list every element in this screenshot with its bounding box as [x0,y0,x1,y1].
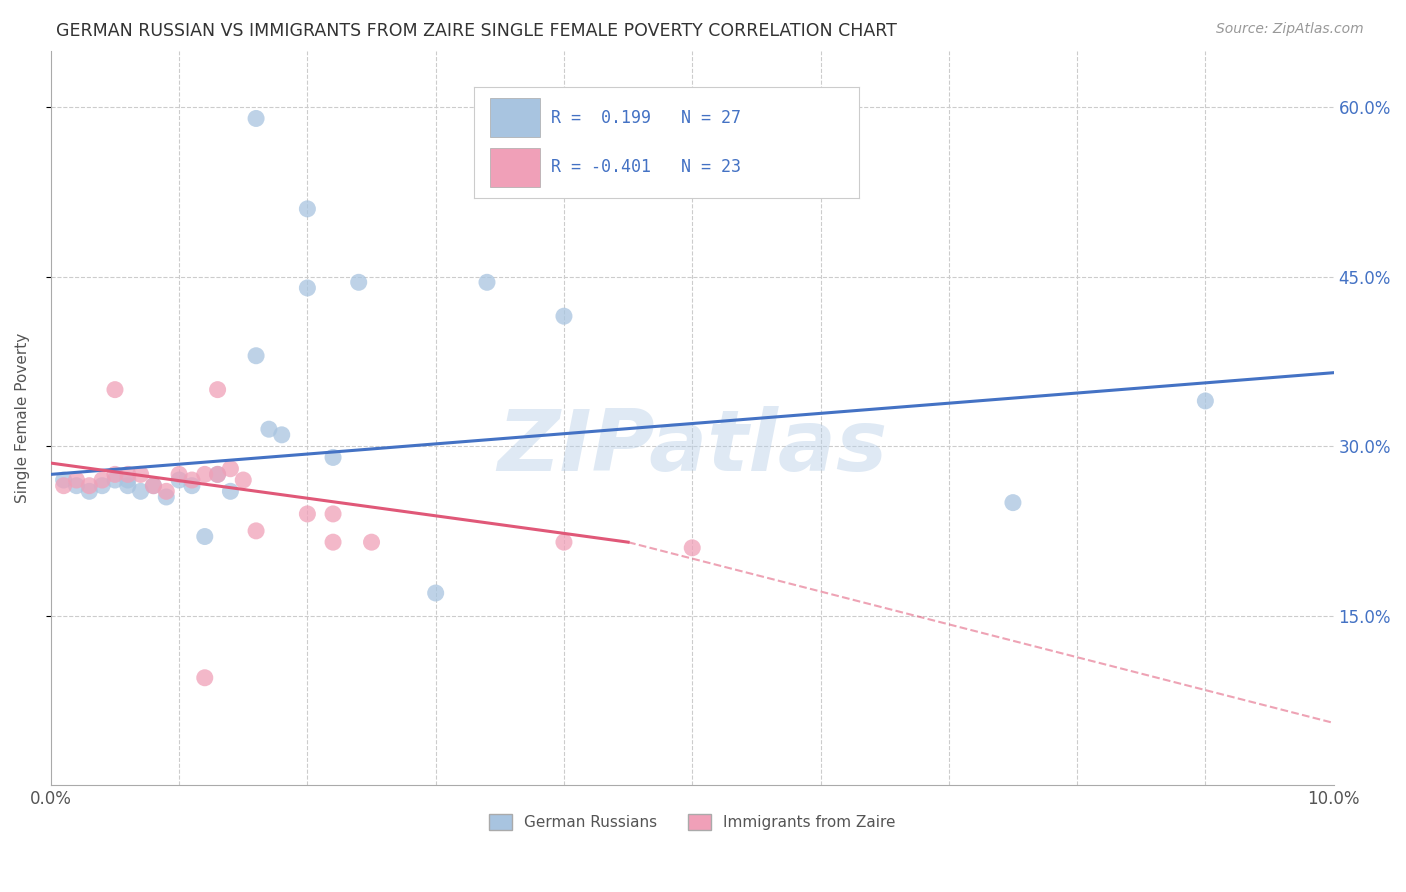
Point [257,422,280,436]
Point [104,383,127,397]
Point [219,461,242,475]
Point [270,427,292,442]
Point [155,484,177,499]
Point [194,529,217,543]
Point [207,467,229,482]
Text: Source: ZipAtlas.com: Source: ZipAtlas.com [1216,22,1364,37]
Point [553,535,575,549]
Point [104,467,127,482]
Point [207,467,229,482]
Point [681,541,703,555]
Point [425,586,447,600]
Point [167,467,190,482]
Point [79,478,101,492]
Point [245,112,267,126]
Point [194,467,217,482]
Point [1001,495,1024,509]
Point [65,478,87,492]
Point [219,484,242,499]
Point [117,478,139,492]
Point [142,478,165,492]
Point [91,478,114,492]
Point [347,275,370,289]
Point [65,473,87,487]
Point [155,490,177,504]
Point [475,275,498,289]
Point [245,524,267,538]
Point [232,473,254,487]
Legend: German Russians, Immigrants from Zaire: German Russians, Immigrants from Zaire [482,808,901,836]
Point [181,478,204,492]
Point [52,478,75,492]
Point [194,671,217,685]
Text: GERMAN RUSSIAN VS IMMIGRANTS FROM ZAIRE SINGLE FEMALE POVERTY CORRELATION CHART: GERMAN RUSSIAN VS IMMIGRANTS FROM ZAIRE … [56,22,897,40]
Point [322,450,344,465]
Point [181,473,204,487]
Point [142,478,165,492]
Text: ZIPatlas: ZIPatlas [498,406,887,489]
Point [117,467,139,482]
Point [104,473,127,487]
Point [297,507,319,521]
Point [52,473,75,487]
Point [207,383,229,397]
Point [79,484,101,499]
Point [297,281,319,295]
Point [129,467,152,482]
Point [297,202,319,216]
Point [91,473,114,487]
Point [322,535,344,549]
Point [322,507,344,521]
Y-axis label: Single Female Poverty: Single Female Poverty [15,333,30,503]
Point [129,484,152,499]
Point [1194,393,1216,408]
Point [245,349,267,363]
Point [117,473,139,487]
Point [167,473,190,487]
Point [360,535,382,549]
Point [553,309,575,323]
